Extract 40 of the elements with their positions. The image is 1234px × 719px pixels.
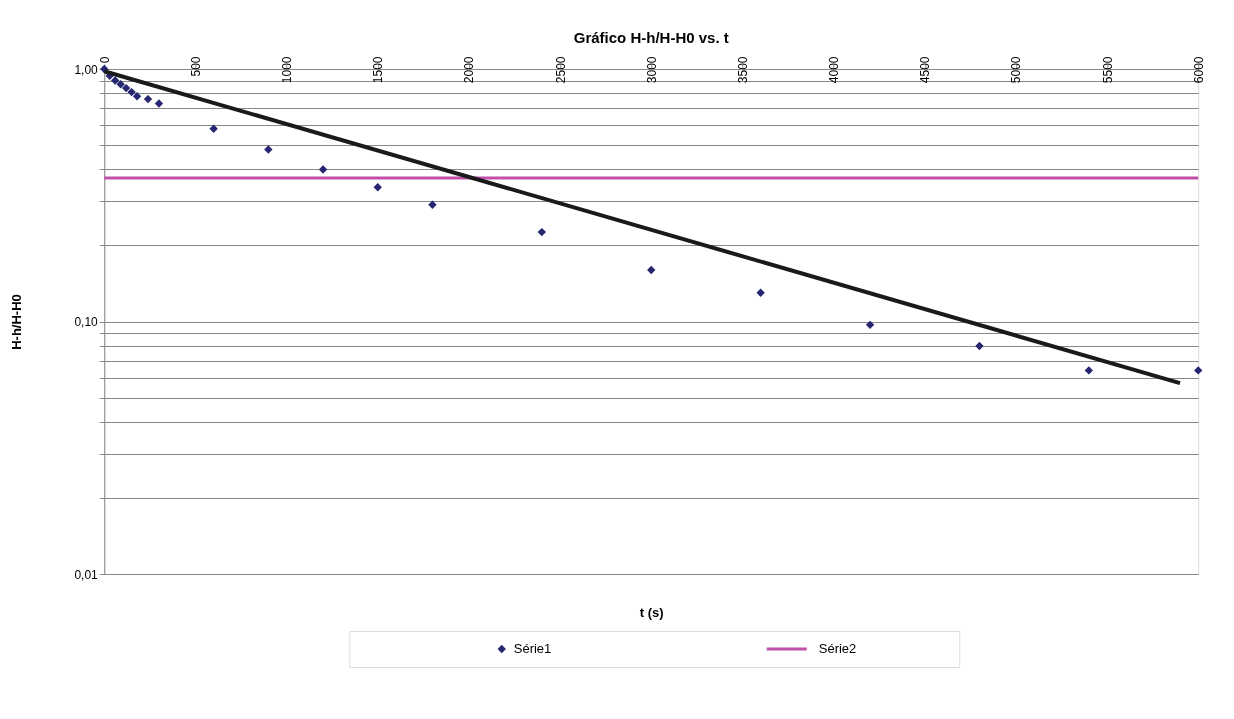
chart-title: Gráfico H-h/H-H0 vs. t: [573, 29, 729, 46]
y-axis-title: H-h/H-H0: [9, 294, 25, 350]
legend-label: Série1: [513, 641, 552, 656]
x-tick-label: 6000: [1191, 56, 1206, 84]
y-tick-label: 0,10: [74, 315, 99, 329]
point: [116, 80, 125, 89]
point: [111, 76, 120, 85]
point: [373, 183, 382, 192]
point: [127, 87, 136, 97]
x-tick-label: 5000: [1009, 56, 1024, 84]
point: [143, 94, 153, 104]
x-tick-label: 3000: [644, 56, 659, 84]
y-tick-label: 0,01: [74, 567, 99, 582]
x-tick-label: 2500: [553, 56, 568, 84]
x-tick-label: 0: [97, 56, 112, 64]
x-tick-label: 1500: [371, 56, 386, 84]
point: [318, 165, 328, 174]
x-tick-label: 5500: [1100, 56, 1115, 84]
legend-label: Série2: [818, 641, 857, 656]
point: [865, 320, 875, 330]
x-axis-title: t (s): [639, 604, 664, 620]
point: [121, 83, 131, 93]
point: [154, 99, 164, 108]
point: [132, 92, 142, 101]
x-tick-label: 2000: [462, 56, 477, 84]
y-tick-label: 1,00: [74, 62, 99, 77]
x-tick-label: 500: [188, 56, 203, 77]
point: [209, 124, 218, 133]
point: [264, 145, 273, 154]
point: [756, 288, 765, 297]
x-tick-label: 4500: [918, 56, 933, 84]
point: [1194, 366, 1203, 375]
point: [647, 265, 656, 275]
point: [537, 227, 547, 237]
x-tick-label: 4000: [827, 56, 842, 84]
x-tick-label: 1000: [280, 56, 295, 84]
point: [975, 341, 984, 351]
point: [428, 200, 437, 209]
point: [1084, 366, 1094, 375]
x-tick-label: 3500: [735, 56, 750, 84]
